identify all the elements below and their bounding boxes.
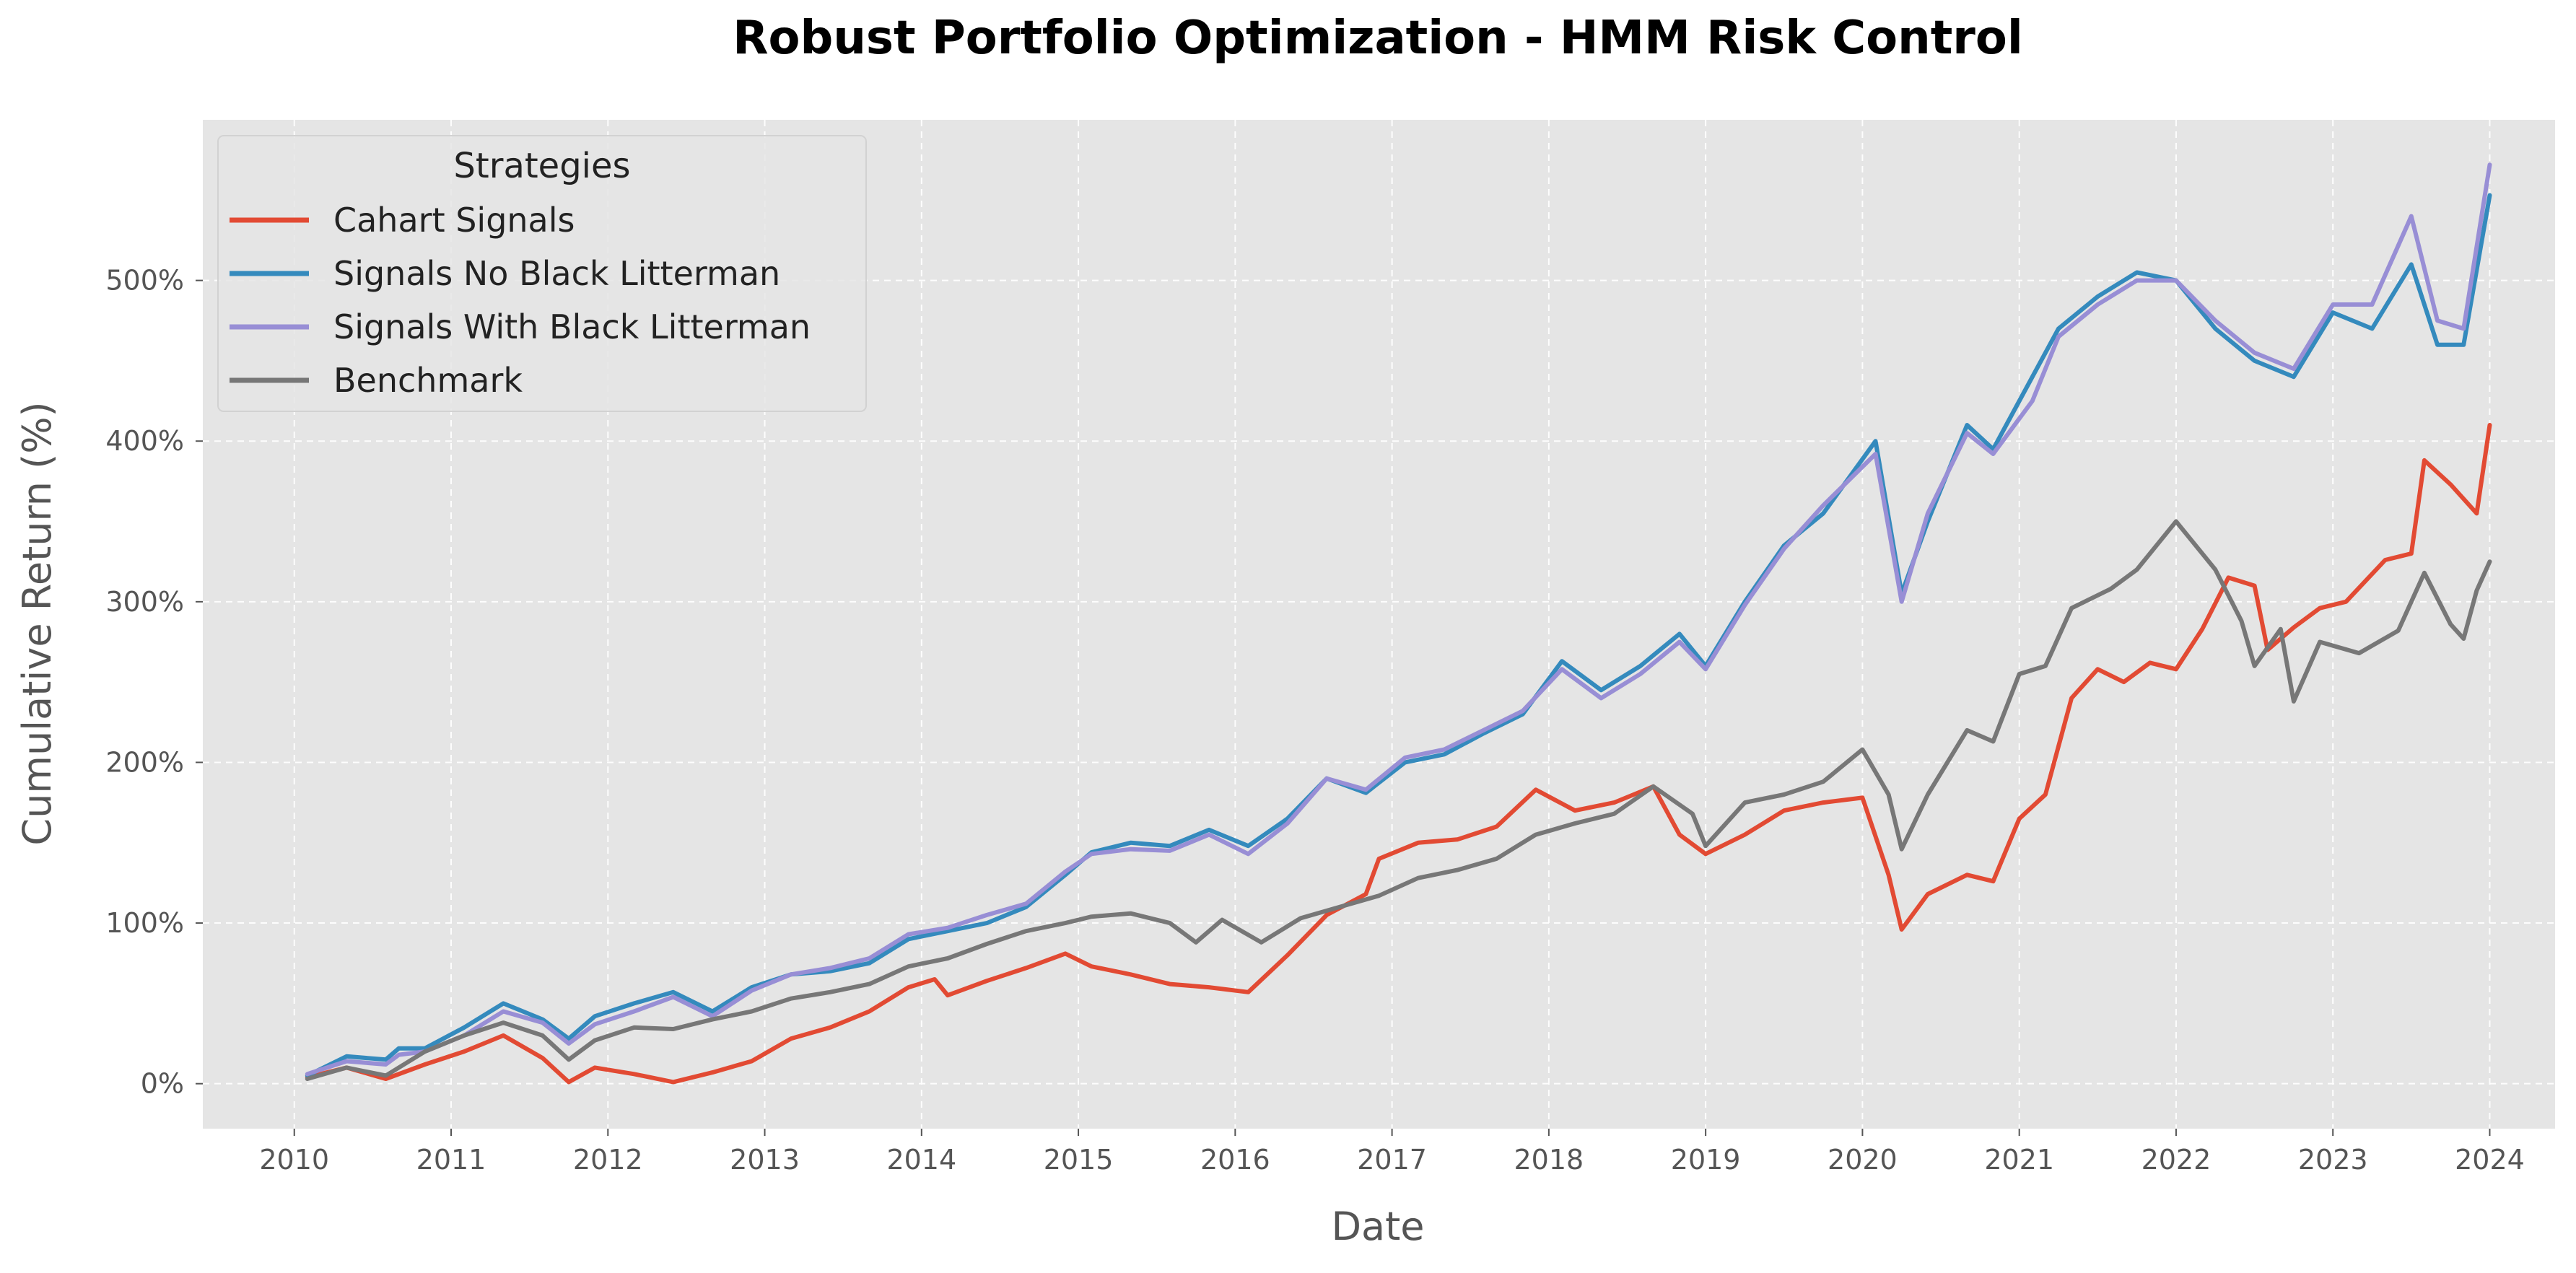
x-tick-label: 2019: [1671, 1144, 1741, 1176]
legend-label: Benchmark: [333, 361, 523, 400]
legend: Strategies Cahart Signals Signals No Blac…: [217, 135, 867, 412]
x-tick-label: 2014: [886, 1144, 956, 1176]
legend-label: Signals With Black Litterman: [333, 307, 811, 346]
x-tick-label: 2012: [573, 1144, 643, 1176]
y-axis-label: Cumulative Return (%): [14, 401, 60, 845]
y-axis-ticks: 0% 100% 200% 300% 400% 500%: [105, 265, 203, 1100]
series-layer: [305, 162, 2492, 1085]
y-tick-label: 100%: [105, 907, 184, 939]
series-line-signals-with-black-litterman: [305, 162, 2492, 1077]
x-axis-label: Date: [1331, 1204, 1424, 1249]
legend-box: [217, 135, 867, 412]
x-tick-label: 2011: [416, 1144, 486, 1176]
legend-title: Strategies: [453, 146, 630, 186]
x-tick-label: 2021: [1984, 1144, 2054, 1176]
legend-label: Signals No Black Litterman: [333, 254, 780, 293]
series-line-benchmark: [305, 519, 2492, 1081]
x-axis-ticks: 2010 2011 2012 2013 2014 2015 2016 2017 2018 2019…: [259, 1129, 2525, 1176]
series-line-signals-no-black-litterman: [305, 193, 2492, 1078]
x-tick-label: 2010: [259, 1144, 329, 1176]
x-tick-label: 2013: [730, 1144, 800, 1176]
y-tick-label: 200%: [105, 746, 184, 778]
x-tick-label: 2018: [1514, 1144, 1584, 1176]
legend-entries: Cahart Signals Signals No Black Litterman…: [230, 201, 811, 400]
legend-label: Cahart Signals: [333, 201, 575, 240]
y-tick-label: 300%: [105, 586, 184, 618]
x-tick-label: 2015: [1044, 1144, 1114, 1176]
series-line-cahart-signals: [305, 423, 2492, 1085]
chart-title: Robust Portfolio Optimization - HMM Risk…: [733, 12, 2023, 65]
y-tick-label: 0%: [141, 1068, 184, 1100]
x-tick-label: 2024: [2455, 1144, 2525, 1176]
x-tick-label: 2016: [1200, 1144, 1270, 1176]
x-tick-label: 2022: [2141, 1144, 2212, 1176]
x-tick-label: 2020: [1828, 1144, 1898, 1176]
x-tick-label: 2023: [2298, 1144, 2368, 1176]
y-tick-label: 400%: [105, 425, 184, 457]
y-tick-label: 500%: [105, 265, 184, 297]
x-tick-label: 2017: [1357, 1144, 1427, 1176]
